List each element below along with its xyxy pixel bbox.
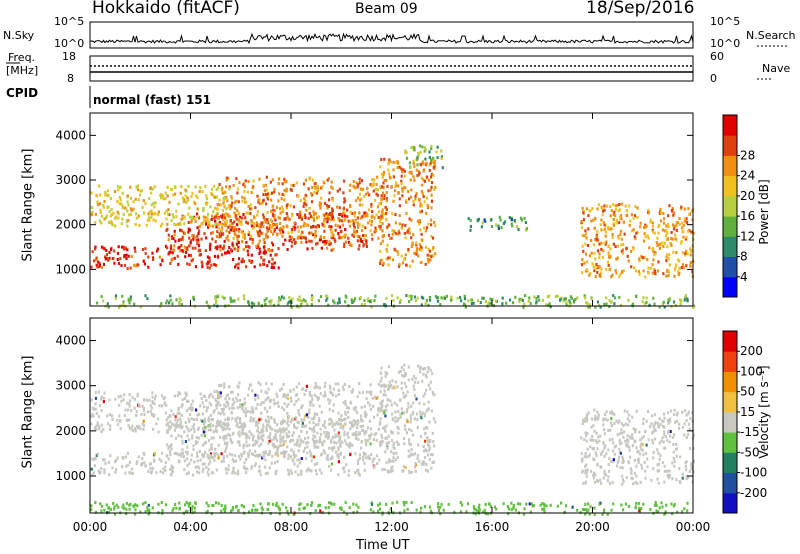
power-colorbar-tick-label: 4 (740, 270, 748, 284)
nsky-right-tick-top: 10^5 (710, 15, 741, 28)
velocity-region-3 (90, 390, 231, 434)
nsky-tick-top: 10^5 (54, 15, 85, 28)
velocity-colorbar-swatch (723, 492, 737, 514)
velocity-panel: 1000 2000 3000 4000 (55, 317, 696, 516)
freq-frame (89, 55, 694, 82)
x-axis: 00:00 04:00 08:00 12:00 16:00 20:00 00:00 (73, 520, 711, 534)
x-tick-label: 00:00 (73, 520, 108, 534)
x-tick-label: 08:00 (274, 520, 309, 534)
velocity-region-5 (580, 408, 696, 486)
velocity-colorbar-tick-label: -50 (740, 445, 760, 459)
x-axis-title: Time UT (356, 538, 410, 553)
x-tick-label: 00:00 (676, 520, 711, 534)
date-title: 18/Sep/2016 (586, 0, 695, 18)
power-colorbar-swatch (723, 115, 737, 136)
power-region-5 (404, 144, 444, 170)
velocity-colorbar-tick-label: 200 (740, 344, 763, 358)
freq-panel (6, 55, 772, 82)
power-colorbar-swatch (723, 195, 737, 217)
nsky-right-tick-bottom: 10^0 (710, 37, 741, 50)
freq-tick-bottom: 8 (67, 72, 74, 85)
power-colorbar-tick-label: 16 (740, 209, 755, 223)
power-colorbar-swatch (723, 155, 737, 177)
nsky-label: N.Sky (3, 29, 35, 42)
nsky-tick-bottom: 10^0 (54, 37, 85, 50)
cpid-value: normal (fast) 151 (93, 93, 211, 107)
velocity-ytick-label: 4000 (55, 334, 86, 348)
velocity-colorbar-swatch (723, 371, 737, 393)
velocity-ytick-label: 2000 (55, 424, 86, 438)
power-colorbar-swatch (723, 135, 737, 156)
power-region-7 (467, 215, 529, 232)
velocity-colorbar-tick-label: -15 (740, 425, 760, 439)
power-region-0 (90, 244, 280, 271)
power-colorbar-tick-label: 8 (740, 250, 748, 264)
power-ytick-label: 4000 (55, 128, 86, 142)
power-colorbar-tick-label: 28 (740, 148, 755, 162)
velocity-colorbar-swatch (723, 331, 737, 352)
power-region-3 (90, 184, 231, 228)
nave-tick-bottom: 0 (710, 72, 717, 85)
velocity-colorbar-tick-label: 50 (740, 385, 755, 399)
x-tick-label: 12:00 (374, 520, 409, 534)
freq-label-1: Freq. (8, 51, 36, 64)
velocity-region-4 (379, 363, 437, 475)
nsky-frame (89, 21, 694, 49)
velocity-region-1 (165, 417, 368, 459)
freq-label-2: [MHz] (6, 64, 39, 77)
velocity-colorbar-frame (722, 330, 738, 514)
station-title: Hokkaido (fitACF) (92, 0, 240, 18)
power-colorbar-frame (722, 114, 738, 298)
velocity-colorbar-tick-label: -200 (740, 486, 767, 500)
power-colorbar-tick-label: 12 (740, 229, 755, 243)
velocity-colorbar-swatch (723, 472, 737, 494)
power-colorbar-swatch (723, 216, 737, 237)
power-ytick-label: 1000 (55, 262, 86, 276)
x-tick-label: 20:00 (575, 520, 610, 534)
power-colorbar-swatch (723, 276, 737, 298)
nsearch-label: N.Search (746, 29, 796, 42)
power-region-2 (215, 175, 389, 241)
power-panel: 1000 2000 3000 4000 (55, 112, 696, 309)
x-tick-label: 04:00 (173, 520, 208, 534)
power-colorbar-swatch (723, 256, 737, 278)
velocity-colorbar-swatch (723, 391, 737, 413)
velocity-ytick-label: 1000 (55, 469, 86, 483)
velocity-colorbar-swatch (723, 432, 737, 453)
cpid-label: CPID (6, 86, 39, 100)
velocity-ytick-label: 3000 (55, 379, 86, 393)
nsky-trace (89, 32, 694, 45)
power-colorbar-tick-label: 24 (740, 169, 755, 183)
power-region-6 (580, 202, 695, 279)
velocity-colorbar-tick-label: 100 (740, 364, 763, 378)
velocity-colorbar-swatch (723, 411, 737, 433)
velocity-colorbar-swatch (723, 351, 737, 372)
x-tick-label: 16:00 (475, 520, 510, 534)
power-region-4 (379, 157, 437, 268)
velocity-region-6 (90, 500, 689, 516)
nsky-panel (89, 21, 787, 49)
power-colorbar-tick-label: 20 (740, 189, 755, 203)
power-colorbar: 4 8 12 16 20 24 28 (722, 114, 755, 298)
nave-tick-top: 60 (710, 50, 724, 63)
velocity-colorbar-tick-label: 15 (740, 405, 755, 419)
power-colorbar-swatch (723, 175, 737, 197)
power-region-8 (95, 294, 696, 309)
velocity-colorbar: 200 100 50 15 -15 -50 -100 -200 (722, 330, 767, 514)
velocity-region-0 (90, 451, 381, 477)
beam-title: Beam 09 (355, 1, 418, 17)
power-ytick-label: 2000 (55, 218, 86, 232)
velocity-colorbar-swatch (723, 452, 737, 473)
nave-label: Nave (762, 62, 791, 75)
power-colorbar-swatch (723, 236, 737, 257)
velocity-colorbar-tick-label: -100 (740, 466, 767, 480)
power-ytick-label: 3000 (55, 173, 86, 187)
freq-tick-top: 18 (62, 50, 76, 63)
